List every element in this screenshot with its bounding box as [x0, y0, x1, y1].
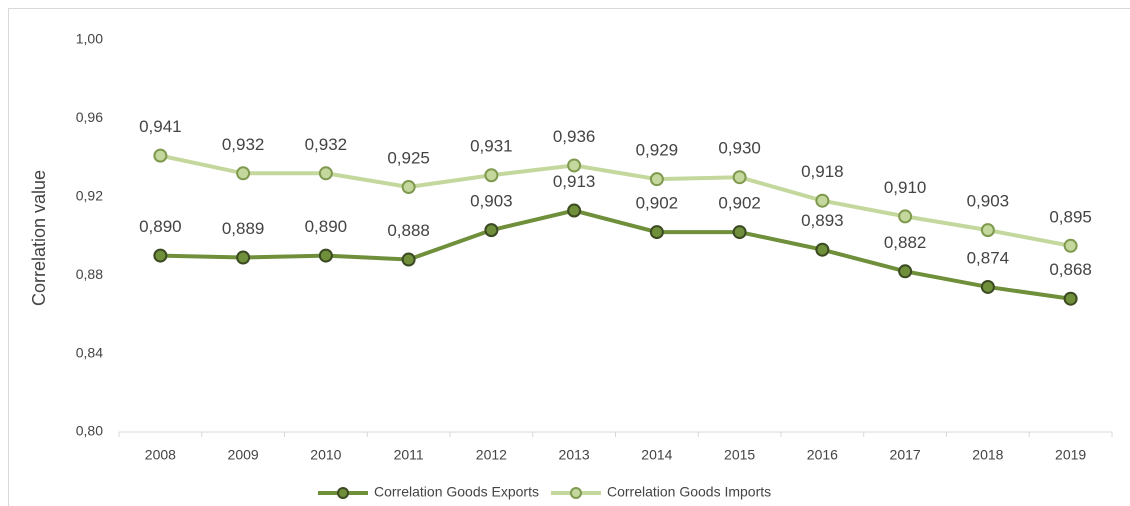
x-tick-label: 2011: [394, 447, 424, 463]
data-label: 0,902: [718, 194, 761, 213]
x-tick-label: 2019: [1055, 447, 1086, 463]
data-label: 0,902: [636, 194, 679, 213]
x-tick-label: 2010: [310, 447, 341, 463]
marker: [1063, 291, 1078, 306]
marker: [649, 172, 664, 187]
data-label: 0,889: [222, 219, 265, 238]
marker: [732, 225, 747, 240]
legend-marker: [569, 487, 582, 499]
data-label: 0,868: [1049, 260, 1092, 279]
marker: [401, 180, 416, 194]
series-line: [159, 153, 1072, 248]
marker: [153, 248, 168, 263]
x-tick-label: 2018: [972, 447, 1003, 463]
x-tick-label: 2009: [228, 447, 259, 463]
chart-frame: [8, 8, 1130, 506]
data-label: 0,882: [884, 233, 927, 252]
data-label: 0,910: [884, 178, 927, 197]
marker: [815, 242, 830, 257]
data-label: 0,941: [139, 117, 182, 136]
x-tick-label: 2015: [724, 447, 755, 463]
y-tick-label: 0,96: [76, 109, 103, 125]
y-tick-label: 0,84: [76, 344, 103, 360]
marker: [567, 158, 582, 173]
data-label: 0,890: [305, 217, 348, 236]
x-tick-label: 2016: [807, 447, 838, 463]
marker: [815, 193, 830, 208]
marker: [236, 250, 251, 265]
data-label: 0,930: [718, 139, 761, 158]
x-tick-label: 2014: [641, 447, 672, 463]
data-label: 0,913: [553, 172, 596, 191]
data-label: 0,903: [967, 192, 1010, 211]
legend-marker: [337, 487, 349, 499]
marker: [980, 223, 995, 238]
y-tick-label: 1,00: [76, 31, 103, 47]
marker: [1063, 238, 1078, 253]
series-line: [160, 208, 1071, 301]
data-label: 0,936: [553, 127, 596, 146]
x-tick-label: 2008: [145, 447, 176, 463]
legend-label: Correlation Goods Exports: [374, 484, 539, 500]
x-tick-label: 2017: [890, 447, 921, 463]
data-label: 0,925: [387, 148, 430, 167]
legend-label: Correlation Goods Imports: [607, 484, 771, 500]
y-tick-label: 0,92: [76, 188, 103, 204]
data-label: 0,932: [222, 135, 265, 154]
data-label: 0,903: [470, 192, 513, 211]
data-label: 0,874: [967, 248, 1010, 267]
x-tick-label: 2012: [476, 447, 507, 463]
data-label: 0,932: [305, 135, 348, 154]
marker: [567, 203, 582, 218]
data-label: 0,893: [801, 211, 844, 230]
data-label: 0,918: [801, 162, 844, 181]
marker: [318, 166, 333, 181]
data-label: 0,929: [636, 141, 679, 160]
marker: [318, 248, 333, 263]
marker: [484, 223, 499, 238]
y-tick-label: 0,88: [76, 266, 103, 282]
marker: [898, 264, 913, 279]
marker: [649, 225, 664, 240]
marker: [980, 279, 995, 294]
x-tick-label: 2013: [559, 447, 590, 463]
marker: [732, 170, 747, 185]
data-label: 0,931: [470, 137, 513, 156]
y-axis-title: Correlation value: [29, 170, 49, 306]
marker: [153, 148, 168, 163]
marker: [484, 168, 499, 183]
data-label: 0,895: [1049, 207, 1092, 226]
marker: [898, 209, 913, 224]
y-tick-label: 0,80: [76, 423, 103, 439]
marker: [236, 166, 251, 181]
data-label: 0,890: [139, 217, 182, 236]
data-label: 0,888: [387, 221, 430, 240]
marker: [401, 252, 416, 267]
